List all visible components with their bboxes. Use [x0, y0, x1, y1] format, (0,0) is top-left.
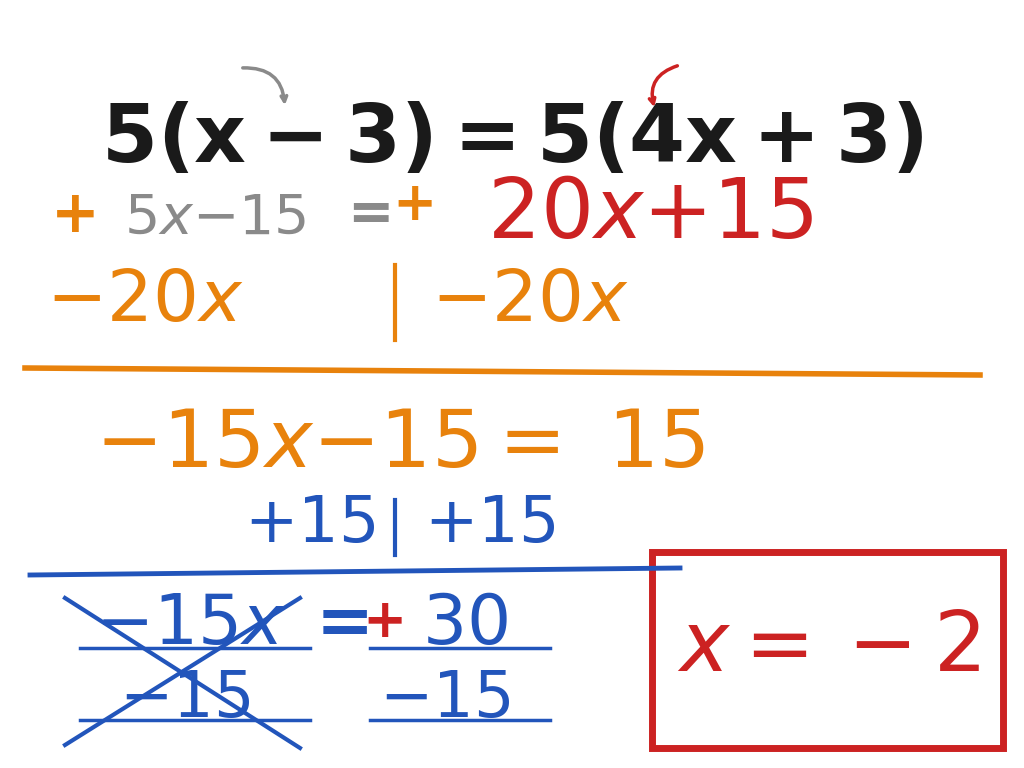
Text: +: + — [393, 179, 437, 231]
Text: $-20x$: $-20x$ — [431, 264, 629, 336]
Text: $+15$: $+15$ — [424, 495, 556, 556]
Text: $\mathbf{5(x-3) = 5(4x+3)}$: $\mathbf{5(x-3) = 5(4x+3)}$ — [100, 101, 924, 179]
Text: +: + — [50, 187, 99, 243]
FancyBboxPatch shape — [652, 552, 1002, 748]
Text: $+15$: $+15$ — [245, 495, 376, 556]
Text: +: + — [362, 596, 408, 648]
Text: $5x{-}15$: $5x{-}15$ — [124, 190, 306, 246]
Text: $-15$: $-15$ — [380, 669, 511, 730]
Text: $-15x$: $-15x$ — [95, 591, 286, 659]
Text: $-15$: $-15$ — [120, 669, 251, 730]
Text: =: = — [315, 591, 374, 658]
Text: $20x{+}15$: $20x{+}15$ — [487, 175, 813, 255]
Text: $-15x{-}15{=}\ 15$: $-15x{-}15{=}\ 15$ — [95, 406, 705, 484]
Text: =: = — [347, 188, 393, 242]
Text: $x=-2$: $x=-2$ — [677, 608, 980, 688]
Text: $-20x$: $-20x$ — [46, 264, 244, 336]
Text: $30$: $30$ — [422, 591, 508, 659]
